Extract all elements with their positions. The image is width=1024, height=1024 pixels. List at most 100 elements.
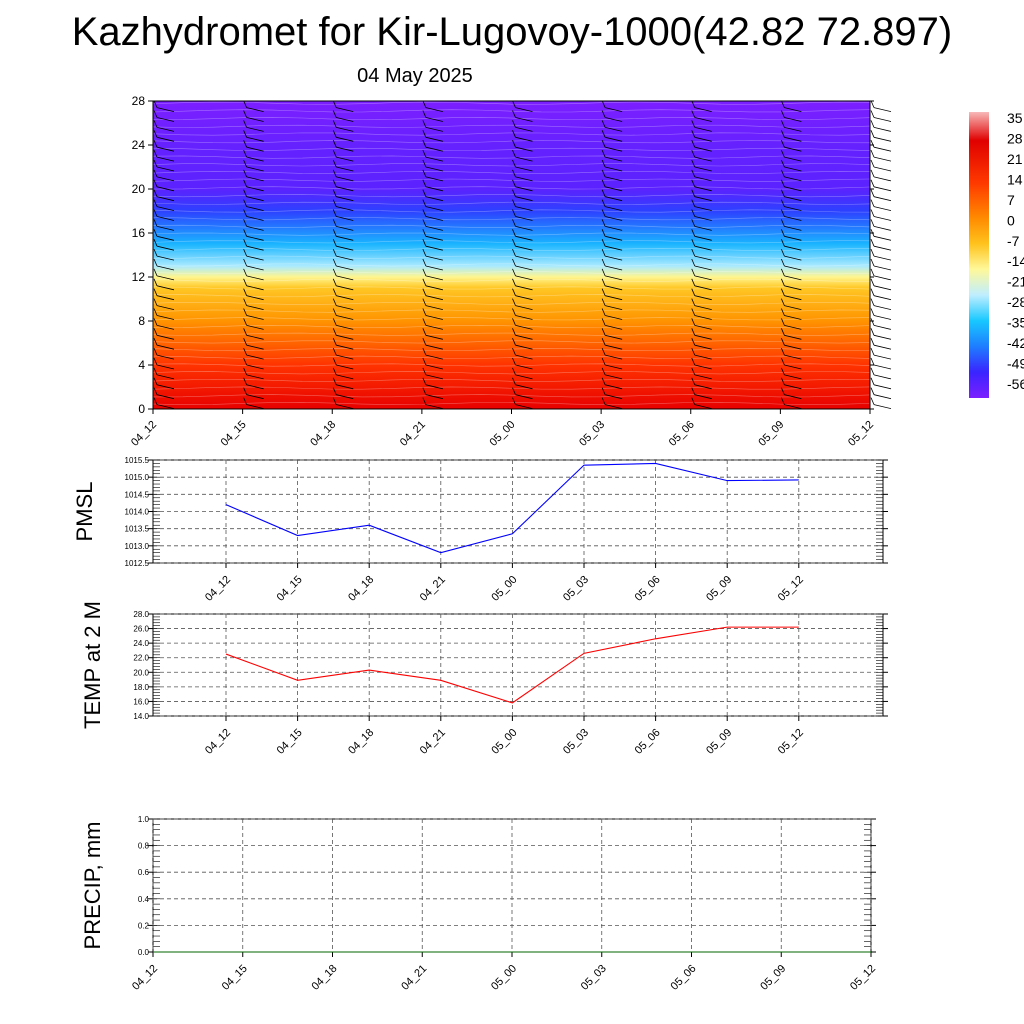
pmsl-x-tick-label: 05_03: [561, 574, 591, 604]
wind-barb-flag: [512, 258, 516, 267]
wind-barb: [243, 189, 264, 202]
wind-barb-flag: [691, 338, 696, 346]
wind-barb: [691, 397, 712, 409]
section-y-tick-label: 12: [132, 270, 146, 284]
wind-barb-flag: [781, 278, 785, 286]
wind-barb: [870, 120, 892, 132]
wind-barb-shaft: [425, 384, 443, 390]
wind-barb: [332, 179, 354, 192]
wind-barb-shaft: [605, 146, 623, 152]
wind-barb-shaft: [425, 285, 443, 291]
wind-barb: [781, 308, 802, 320]
wind-barb-shaft: [515, 235, 533, 241]
wind-barb-shaft: [336, 404, 354, 409]
wind-barb-flag: [870, 298, 875, 306]
wind-barb: [870, 357, 892, 370]
wind-barb-shaft: [605, 255, 623, 261]
wind-barb: [512, 258, 533, 271]
wind-barb-shaft: [336, 305, 354, 310]
wind-barb: [332, 209, 354, 221]
wind-barb-flag: [243, 149, 247, 158]
wind-barb-shaft: [784, 176, 802, 182]
wind-barb-flag: [153, 318, 158, 326]
wind-barb-flag: [153, 357, 158, 366]
wind-barb: [512, 308, 533, 320]
wind-barb-flag: [870, 239, 875, 247]
wind-barb: [332, 268, 354, 281]
wind-barb: [332, 239, 354, 251]
wind-barb-shaft: [515, 315, 533, 320]
wind-barb-shaft: [784, 146, 802, 152]
wind-barb-flag: [691, 248, 696, 257]
wind-barb: [422, 199, 443, 211]
wind-barb: [601, 219, 623, 231]
wind-barb-shaft: [605, 305, 623, 310]
precip-y-tick-label: 0.0: [138, 948, 150, 957]
wind-barb-shaft: [156, 334, 175, 340]
wind-barb: [512, 357, 533, 370]
wind-barb-flag: [781, 387, 785, 395]
wind-barb: [422, 347, 443, 360]
wind-barb-shaft: [425, 107, 443, 112]
wind-barb-flag: [781, 110, 785, 118]
wind-barb-flag: [691, 149, 696, 158]
wind-barb-shaft: [246, 226, 264, 231]
contour-line: [152, 402, 871, 405]
wind-barb: [422, 318, 443, 330]
wind-barb: [512, 318, 533, 330]
wind-barb-flag: [332, 268, 337, 277]
wind-barb-shaft: [425, 216, 443, 221]
wind-barbs: [153, 100, 892, 409]
contour-line: [152, 325, 871, 328]
wind-barb-shaft: [515, 334, 533, 340]
wind-barb-flag: [512, 189, 516, 197]
temp-y-tick-label: 22.0: [133, 654, 149, 663]
wind-barb-shaft: [605, 216, 623, 221]
wind-barb-shaft: [784, 325, 802, 330]
wind-barb: [870, 179, 892, 192]
wind-barb-flag: [601, 387, 606, 395]
wind-barb: [332, 159, 354, 172]
contour-line: [152, 240, 871, 244]
wind-barb-flag: [601, 288, 606, 296]
contour-line: [152, 255, 871, 259]
wind-barb: [243, 258, 264, 271]
wind-barb-shaft: [873, 255, 892, 261]
wind-barb-flag: [243, 248, 247, 257]
wind-barb-shaft: [515, 127, 533, 132]
wind-barb-flag: [691, 258, 696, 267]
wind-barb-shaft: [515, 117, 533, 122]
wind-barb-shaft: [425, 166, 443, 172]
wind-barb-flag: [870, 318, 875, 326]
contour-line: [152, 209, 871, 213]
wind-barb-shaft: [336, 186, 354, 192]
temp-y-tick-label: 16.0: [133, 697, 149, 706]
wind-barb-flag: [422, 248, 427, 257]
wind-barb-shaft: [246, 354, 264, 360]
wind-barb: [512, 239, 533, 251]
precip-x-tick-label: 04_18: [310, 963, 340, 993]
wind-barb-flag: [153, 268, 158, 277]
wind-barb-shaft: [246, 255, 264, 261]
wind-barb: [781, 367, 802, 380]
wind-barb-shaft: [605, 394, 623, 400]
wind-barb-flag: [781, 209, 785, 217]
wind-barb: [243, 248, 264, 261]
vertical-section-panel: 0 4 8 12 16 20 24 28 04_12 04_15 04_18 04_21 05_00 05…: [129, 94, 892, 449]
colorbar-tick-label: -14: [1007, 253, 1024, 269]
wind-barb-flag: [601, 130, 606, 138]
temp-y-tick-label: 24.0: [133, 639, 149, 648]
wind-barb: [512, 209, 533, 221]
temp-x-tick-label: 04_18: [346, 727, 376, 757]
wind-barb-shaft: [784, 186, 802, 192]
wind-barb-shaft: [246, 384, 264, 390]
wind-barb: [691, 209, 712, 221]
wind-barb: [243, 338, 264, 350]
wind-barb-flag: [332, 120, 337, 128]
wind-barb-shaft: [156, 255, 175, 261]
wind-barb-shaft: [246, 374, 264, 380]
wind-barb-flag: [153, 387, 158, 395]
contour-line: [152, 363, 871, 367]
wind-barb-flag: [870, 110, 875, 118]
wind-barb-shaft: [694, 384, 712, 390]
